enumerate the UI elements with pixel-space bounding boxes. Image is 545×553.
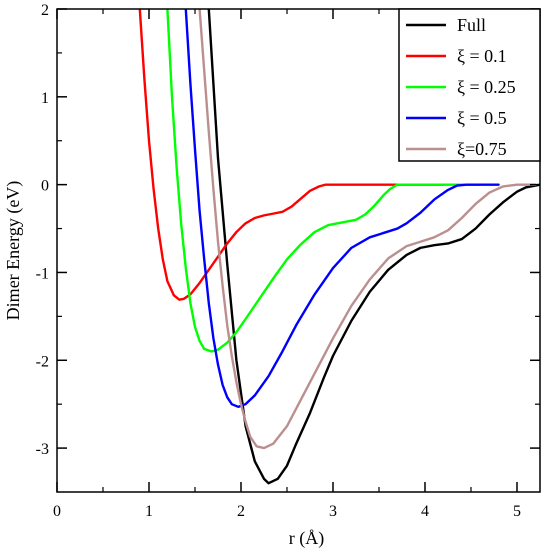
y-tick-label: -2 xyxy=(36,353,49,370)
y-tick-label: 2 xyxy=(41,2,49,19)
legend-label-5: ξ=0.75 xyxy=(457,139,507,159)
y-tick-label: 0 xyxy=(41,178,49,195)
series-line-5 xyxy=(198,9,537,450)
series-line-1 xyxy=(207,9,540,485)
legend-box xyxy=(398,8,541,162)
axes: 0 1 2 3 4 5 2 1 0 -1 -2 -3 r (Å) Dimer Energy (eV) xyxy=(3,2,541,549)
x-tick-label: 5 xyxy=(513,503,521,520)
plot-frame xyxy=(56,8,541,493)
y-tick-label: -1 xyxy=(36,265,49,282)
series-line-4 xyxy=(184,9,500,409)
legend-label-3: ξ = 0.25 xyxy=(457,77,516,97)
x-tick-label: 0 xyxy=(53,503,61,520)
y-axis-title: Dimer Energy (eV) xyxy=(3,181,24,321)
y-tick-label: 1 xyxy=(41,90,49,107)
series-group xyxy=(138,9,540,485)
y-tick-label: -3 xyxy=(36,441,49,458)
legend-label-4: ξ = 0.5 xyxy=(457,108,507,128)
series-line-2 xyxy=(138,9,445,301)
legend-label-2: ξ = 0.1 xyxy=(457,46,507,66)
x-axis-title: r (Å) xyxy=(289,528,324,549)
x-tick-label: 4 xyxy=(421,503,429,520)
x-tick-label: 1 xyxy=(145,503,153,520)
x-tick-label: 3 xyxy=(329,503,337,520)
plot-area xyxy=(138,9,540,485)
legend-label-1: Full xyxy=(457,15,486,35)
series-line-3 xyxy=(166,9,482,353)
legend: Full ξ = 0.1 ξ = 0.25 ξ = 0.5 ξ=0.75 xyxy=(398,8,541,162)
x-tick-label: 2 xyxy=(237,503,245,520)
